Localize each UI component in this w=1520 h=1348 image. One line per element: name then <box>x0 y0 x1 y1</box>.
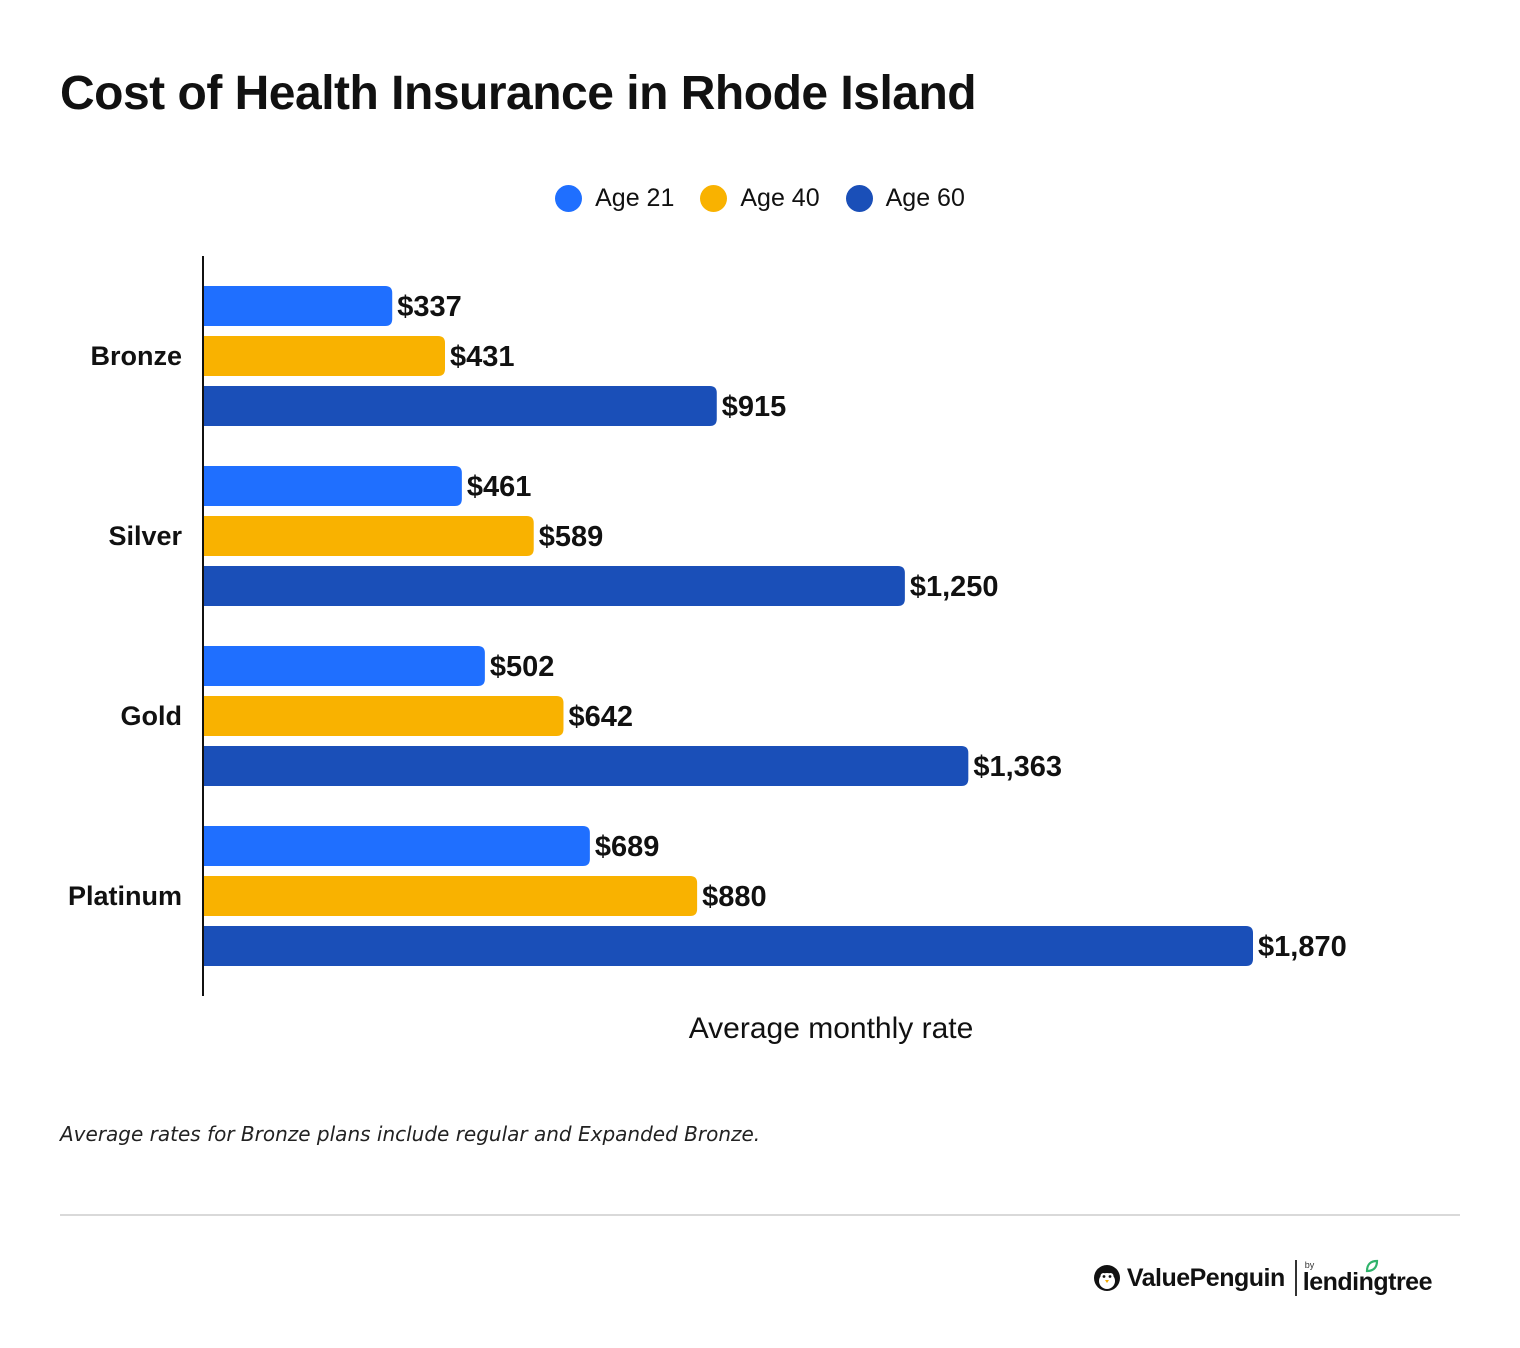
footnote: Average rates for Bronze plans include r… <box>60 1122 761 1146</box>
category-label-bronze: Bronze <box>90 341 182 371</box>
lendingtree-logo: by lendingtree <box>1302 1259 1433 1296</box>
legend-label-age-21: Age 21 <box>595 184 675 212</box>
footer-divider <box>60 1214 1460 1216</box>
x-axis-label: Average monthly rate <box>689 1012 974 1045</box>
brand-separator <box>1294 1260 1297 1296</box>
chart-title: Cost of Health Insurance in Rhode Island <box>60 67 977 120</box>
data-label-bronze-age-40: $431 <box>450 341 515 373</box>
data-label-platinum-age-60: $1,870 <box>1258 931 1347 963</box>
legend-swatch-age-40 <box>700 185 728 212</box>
by-label: by <box>1304 1260 1315 1270</box>
data-label-silver-age-60: $1,250 <box>910 571 999 603</box>
bar-silver-age-21 <box>203 466 462 506</box>
bar-bronze-age-40 <box>203 336 446 376</box>
leaf-icon <box>1365 1259 1378 1273</box>
bar-platinum-age-21 <box>203 826 590 866</box>
data-label-bronze-age-21: $337 <box>397 291 462 323</box>
data-label-silver-age-21: $461 <box>467 471 532 503</box>
data-label-silver-age-40: $589 <box>539 521 604 553</box>
data-label-bronze-age-60: $915 <box>722 391 787 423</box>
legend-item-age-40: Age 40 <box>700 184 820 213</box>
lendingtree-wordmark: lendingtree <box>1302 1268 1433 1296</box>
legend-item-age-21: Age 21 <box>555 184 674 213</box>
legend-swatch-age-60 <box>845 185 873 212</box>
bar-gold-age-40 <box>203 696 564 736</box>
category-label-platinum: Platinum <box>68 881 182 911</box>
penguin-icon <box>1093 1265 1120 1291</box>
legend-swatch-age-21 <box>555 185 583 212</box>
bar-platinum-age-60 <box>203 926 1253 966</box>
bar-bronze-age-21 <box>203 286 393 326</box>
valuepenguin-wordmark: ValuePenguin <box>1126 1263 1285 1292</box>
bars-layer: Bronze $337 $431 $915 Silver $461$589 $1,250 Go… <box>68 286 1347 966</box>
legend-item-age-60: Age 60 <box>845 184 965 213</box>
bar-chart: Bronze $337 $431 $915 Silver $461$589 $1,250 Go… <box>68 256 1347 1045</box>
valuepenguin-logo: ValuePenguin <box>1093 1264 1285 1293</box>
data-label-platinum-age-40: $880 <box>702 881 767 913</box>
bar-gold-age-21 <box>203 646 485 686</box>
category-label-silver: Silver <box>108 521 182 551</box>
data-label-gold-age-40: $642 <box>568 701 633 733</box>
brand-logo: ValuePenguin by lendingtree <box>1093 1259 1433 1296</box>
bar-silver-age-40 <box>203 516 534 556</box>
legend: Age 21 Age 40 Age 60 <box>0 184 1520 213</box>
legend-label-age-60: Age 60 <box>885 184 965 212</box>
data-label-gold-age-21: $502 <box>490 651 555 683</box>
data-label-platinum-age-21: $689 <box>595 831 660 863</box>
bar-bronze-age-60 <box>203 386 717 426</box>
data-label-gold-age-60: $1,363 <box>973 751 1062 783</box>
bar-gold-age-60 <box>203 746 969 786</box>
category-label-gold: Gold <box>121 701 183 731</box>
bar-silver-age-60 <box>203 566 905 606</box>
bar-platinum-age-40 <box>203 876 698 916</box>
legend-label-age-40: Age 40 <box>740 184 820 212</box>
